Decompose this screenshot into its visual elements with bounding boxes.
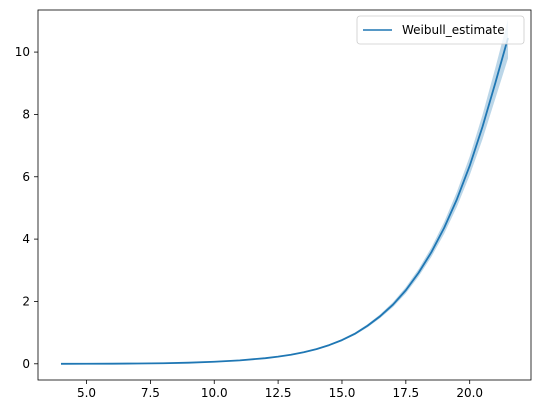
x-tick-label: 20.0 xyxy=(456,386,483,400)
y-tick-label: 4 xyxy=(22,232,30,246)
confidence-band xyxy=(60,19,509,364)
legend-label: Weibull_estimate xyxy=(402,23,505,37)
legend-box xyxy=(356,15,525,45)
series-line-weibull-estimate xyxy=(60,37,509,365)
axes-frame xyxy=(37,9,532,381)
series-line-layer xyxy=(60,37,509,365)
x-tick-label: 5.0 xyxy=(77,386,96,400)
y-tick-label: 6 xyxy=(22,170,30,184)
x-axis-ticks: 5.0 7.5 10.0 12.5 15.0 17.5 20.0 xyxy=(77,380,483,400)
y-axis-ticks: 0 2 4 6 8 10 xyxy=(15,45,38,371)
y-tick-label: 8 xyxy=(22,107,30,121)
y-tick-label: 0 xyxy=(22,357,30,371)
x-tick-label: 7.5 xyxy=(141,386,160,400)
x-tick-label: 12.5 xyxy=(265,386,292,400)
x-tick-label: 10.0 xyxy=(201,386,228,400)
y-tick-label: 10 xyxy=(15,45,30,59)
y-tick-label: 2 xyxy=(22,294,30,308)
legend: Weibull_estimate xyxy=(356,15,525,45)
x-tick-label: 17.5 xyxy=(392,386,419,400)
x-tick-label: 15.0 xyxy=(329,386,356,400)
confidence-band-layer xyxy=(60,19,509,364)
